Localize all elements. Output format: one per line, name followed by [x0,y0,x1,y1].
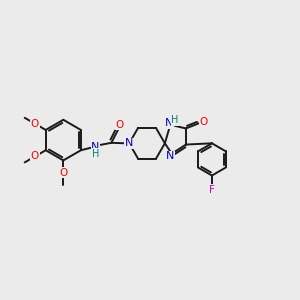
Text: H: H [171,115,178,125]
Text: O: O [200,117,208,127]
Text: F: F [209,184,215,195]
Text: N: N [91,142,100,152]
Text: N: N [165,118,173,128]
Text: H: H [92,149,99,159]
Text: N: N [167,151,175,161]
Text: O: O [31,119,39,129]
Text: N: N [125,138,134,148]
Text: O: O [116,120,124,130]
Text: O: O [59,168,68,178]
Text: O: O [31,152,39,161]
